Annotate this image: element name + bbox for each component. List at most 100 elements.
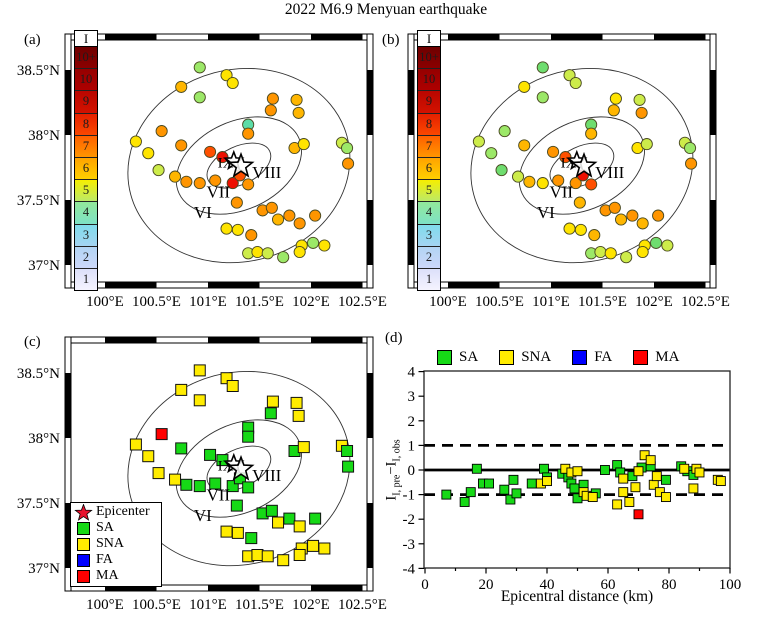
station-circle (607, 104, 620, 117)
frame-tick-band (311, 337, 363, 343)
station-circle (652, 209, 665, 222)
data-point-SA (526, 478, 537, 489)
station-circle (216, 151, 229, 164)
y-tick-label: -4 (403, 561, 416, 577)
panel-c-label: (c) (24, 334, 41, 350)
data-point-SA (508, 474, 519, 485)
station-square (251, 549, 264, 561)
station-square (155, 428, 168, 441)
data-point-SA (471, 463, 482, 474)
station-circle (175, 139, 188, 152)
x-tick-label: 100.5°E (132, 597, 181, 613)
frame-tick-band (710, 200, 716, 265)
station-circle (563, 222, 576, 235)
data-point-SNA (587, 492, 598, 503)
legend-label: SNA (96, 536, 125, 551)
frame-tick-band (448, 282, 500, 288)
station-circle (547, 145, 560, 158)
x-tick-label: 100 (719, 577, 742, 593)
legend-item-FA: FA (572, 349, 612, 366)
y-tick-label: 2 (408, 414, 416, 430)
x-tick-label: 102°E (635, 294, 673, 310)
colorbar-cell: 9 (418, 90, 440, 113)
data-point-SNA (633, 466, 644, 477)
station-circle (340, 141, 354, 155)
frame-tick-band (65, 70, 71, 135)
station-circle (485, 147, 498, 160)
station-square (231, 526, 244, 539)
x-tick-label: 102°E (292, 294, 330, 310)
station-circle (609, 92, 622, 105)
station-circle (193, 61, 206, 74)
station-circle (175, 80, 188, 93)
legend-swatch-icon (633, 350, 649, 365)
legend-swatch-icon (437, 350, 452, 365)
station-circle (536, 177, 549, 190)
map-frame (64, 336, 72, 592)
station-circle (264, 104, 277, 117)
frame-tick-band (367, 373, 373, 438)
x-tick-label: 0 (421, 577, 429, 593)
intensity-contour (470, 67, 694, 264)
x-tick-label: 102.5°E (338, 597, 387, 613)
data-point-SNA (645, 455, 656, 466)
station-circle (536, 91, 549, 104)
colorbar-cell: 9 (75, 90, 97, 113)
frame-tick-band (551, 34, 603, 40)
station-square (180, 478, 193, 491)
frame-tick-band (208, 34, 260, 40)
data-point-SA (600, 465, 610, 475)
legend-label: MA (96, 568, 119, 583)
station-square (265, 504, 278, 517)
colorbar-cell: 10 (418, 68, 440, 91)
station-circle (271, 213, 285, 226)
colorbar-cell: 5 (418, 179, 440, 202)
station-circle (635, 106, 648, 119)
legend-label: MA (655, 349, 680, 365)
legend-swatch-icon (71, 553, 96, 567)
colorbar-cell: 10 (75, 68, 97, 91)
station-circle (573, 196, 586, 209)
frame-tick-band (208, 585, 260, 591)
station-circle (152, 164, 165, 177)
data-point-SA (661, 474, 671, 485)
data-point-SA (465, 487, 476, 498)
map-frame (366, 336, 374, 592)
station-square (226, 380, 239, 392)
station-circle (594, 245, 607, 259)
colorbar-cell: 8 (75, 112, 97, 135)
station-circle (640, 138, 653, 151)
y-tick-label: 37°N (28, 561, 60, 577)
station-circle (608, 201, 621, 214)
station-circle (193, 177, 206, 190)
legend-swatch-icon (71, 569, 96, 583)
station-square (129, 438, 142, 451)
legend-item-SNA: SNA (71, 536, 161, 552)
contour-label: VIII (252, 163, 282, 182)
station-circle (511, 170, 525, 183)
station-circle (536, 61, 549, 74)
frame-tick-band (448, 34, 500, 40)
x-tick-label: 40 (540, 577, 555, 593)
frame-tick-band (367, 70, 373, 135)
epicenter-star-icon (71, 503, 96, 521)
frame-tick-band (105, 337, 157, 343)
x-tick-label: 60 (601, 577, 616, 593)
station-square (245, 532, 258, 545)
station-circle (620, 251, 633, 264)
intensity-contour (518, 116, 645, 215)
map-frame (709, 33, 717, 289)
frame-tick-band (65, 373, 71, 438)
station-square (272, 516, 285, 529)
intensity-colorbar-b: I 10+ 10 9 8 7 6 5 4 3 2 1 (417, 30, 441, 292)
station-circle (290, 93, 303, 106)
colorbar-cell: 10+ (75, 47, 97, 69)
station-square (266, 395, 279, 408)
x-tick-label: 20 (479, 577, 494, 593)
contour-label: VII (206, 485, 230, 504)
station-circle (292, 106, 305, 119)
x-tick-label: 101°E (189, 597, 227, 613)
station-circle (636, 217, 649, 230)
contour-label: VII (206, 182, 230, 201)
scatter-legend: SA SNA FA MA (437, 349, 679, 366)
